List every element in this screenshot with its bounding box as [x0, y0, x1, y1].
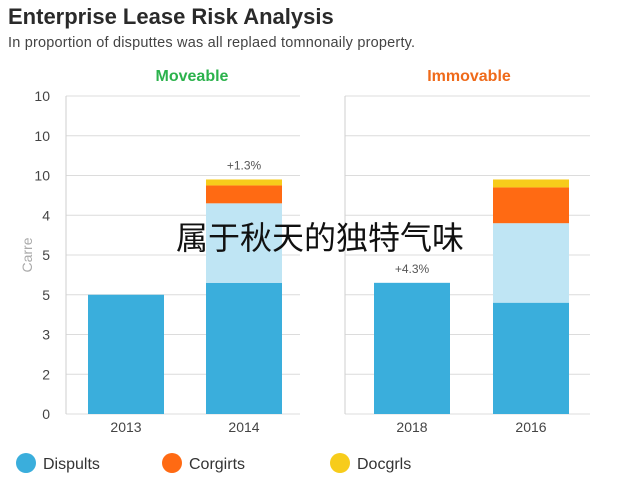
data-annotation: +1.3% — [227, 158, 262, 172]
bar-segment — [206, 179, 282, 186]
legend-marker — [162, 453, 182, 473]
y-axis-label: Carre — [19, 237, 35, 272]
x-tick-label: 2014 — [228, 419, 259, 435]
bar-segment — [493, 302, 569, 414]
legend-label: Dispults — [43, 456, 100, 473]
y-tick-label: 10 — [34, 128, 50, 144]
bar-segment — [206, 282, 282, 414]
x-tick-label: 2016 — [515, 419, 546, 435]
y-tick-label: 0 — [42, 406, 50, 422]
bar-segment — [493, 223, 569, 303]
overlay-caption: 属于秋天的独特气味 — [175, 219, 464, 257]
bar-segment — [206, 185, 282, 204]
y-tick-label: 2 — [42, 366, 50, 382]
panel-title: Moveable — [156, 68, 229, 85]
y-tick-label: 3 — [42, 327, 50, 343]
legend-marker — [16, 453, 36, 473]
y-tick-label: 4 — [42, 207, 50, 223]
bar-segment — [374, 282, 450, 414]
bar-segment — [206, 203, 282, 283]
bar-segment — [493, 187, 569, 224]
x-tick-label: 2013 — [110, 419, 141, 435]
x-tick-label: 2018 — [396, 419, 427, 435]
y-tick-label: 10 — [34, 168, 50, 184]
y-tick-label: 5 — [42, 247, 50, 263]
legend-marker — [330, 453, 350, 473]
chart-subtitle: In proportion of disputtes was all repla… — [8, 35, 416, 51]
y-tick-label: 10 — [34, 88, 50, 104]
y-tick-label: 5 — [42, 287, 50, 303]
bar-segment — [493, 179, 569, 188]
chart-title: Enterprise Lease Risk Analysis — [8, 4, 334, 29]
bar-segment — [88, 294, 164, 414]
panel-title: Immovable — [427, 68, 511, 85]
legend-label: Corgirts — [189, 456, 245, 473]
data-annotation: +4.3% — [395, 262, 430, 276]
legend-label: Docgrls — [357, 456, 411, 473]
